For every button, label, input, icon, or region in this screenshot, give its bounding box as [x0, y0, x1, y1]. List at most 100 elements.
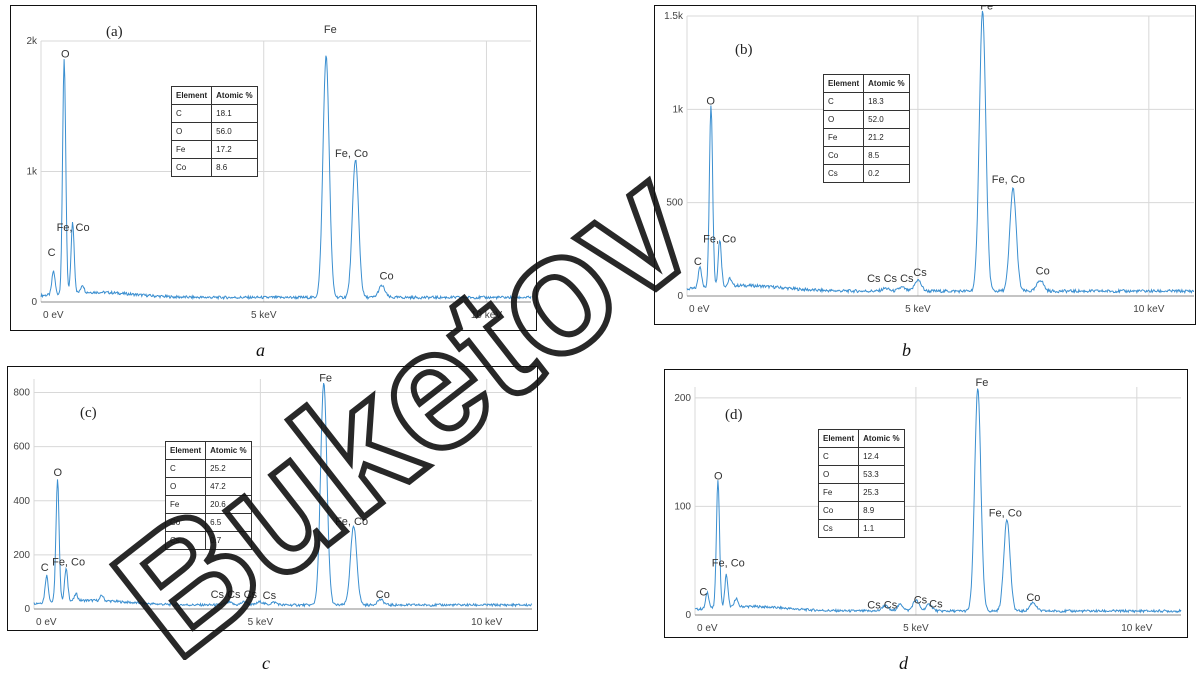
table-row: C 25.2	[164, 459, 252, 478]
table-cell: 8.6	[211, 158, 258, 177]
peak-label: Fe, Co	[703, 234, 736, 246]
peak-label: Cs	[914, 594, 928, 606]
peak-label: C	[41, 562, 49, 574]
peak-label: O	[61, 49, 70, 61]
table-cell: 53.3	[858, 465, 905, 484]
y-tick-label: 800	[13, 388, 30, 399]
composition-table: Element Atomic % C 18.3 O 52.0 Fe 21.2 Co 8.5 Cs 0.…	[822, 74, 910, 183]
y-tick-label: 0	[24, 604, 30, 615]
caption-a: a	[256, 340, 265, 360]
spectrum-svg-2: 0 200 400 600 800 0 eV 5 keV 10 keV C O Fe, Co Cs C…	[13, 372, 533, 628]
peak-label: Cs Cs	[867, 600, 897, 612]
peak-label: Cs Cs Cs	[211, 589, 258, 601]
table-row: C 12.4	[817, 447, 905, 466]
y-tick-label: 1k	[26, 167, 38, 178]
table-row: Cs 0.7	[164, 531, 252, 550]
peak-label: Fe	[976, 377, 989, 389]
x-tick-label: 10 keV	[471, 617, 502, 628]
peak-label: Fe	[319, 372, 332, 384]
composition-table: Element Atomic % C 18.1 O 56.0 Fe 17.2 Co 8.6	[170, 86, 258, 177]
spectrum-line	[686, 10, 1194, 295]
x-tick-label: 10 keV	[471, 310, 502, 321]
chart-panel-d: 0 100 200 0 eV 5 keV 10 keV C O Fe, Co Cs Cs Cs Cs F…	[664, 369, 1188, 638]
table-row: O 53.3	[817, 465, 905, 484]
table-cell: 6.5	[205, 513, 252, 532]
table-cell: Fe	[164, 495, 207, 514]
table-row: Fe 20.6	[164, 495, 252, 514]
y-tick-label: 0	[31, 297, 37, 308]
table-row: Cs 1.1	[817, 519, 905, 538]
table-header: Atomic %	[211, 86, 258, 105]
peak-label: O	[53, 467, 62, 479]
table-row: Co 8.6	[170, 158, 258, 177]
caption-b: b	[902, 340, 911, 360]
table-row: O 47.2	[164, 477, 252, 496]
table-cell: Co	[817, 501, 860, 520]
y-tick-label: 600	[13, 442, 30, 453]
peak-label: C	[48, 247, 56, 259]
caption-c: c	[262, 653, 270, 673]
table-cell: Fe	[822, 128, 865, 147]
table-cell: C	[822, 92, 865, 111]
peak-label: Cs Cs Cs	[867, 273, 914, 285]
table-header: Atomic %	[863, 74, 910, 93]
table-cell: 20.6	[205, 495, 252, 514]
table-header-row: Element Atomic %	[164, 441, 252, 460]
peak-label: Fe, Co	[712, 557, 745, 569]
table-row: Fe 17.2	[170, 140, 258, 159]
table-header-row: Element Atomic %	[170, 86, 258, 105]
table-row: C 18.1	[170, 104, 258, 123]
table-cell: 17.2	[211, 140, 258, 159]
peak-label: Cs	[263, 590, 277, 602]
y-tick-label: 100	[674, 501, 691, 512]
caption-d: d	[899, 653, 908, 673]
table-cell: Cs	[817, 519, 860, 538]
table-cell: 52.0	[863, 110, 910, 129]
y-tick-label: 200	[13, 550, 30, 561]
peak-label: Fe, Co	[335, 516, 368, 528]
table-row: Fe 25.3	[817, 483, 905, 502]
table-cell: 56.0	[211, 122, 258, 141]
table-row: Cs 0.2	[822, 164, 910, 183]
table-row: C 18.3	[822, 92, 910, 111]
y-tick-label: 500	[666, 198, 683, 209]
peak-label: Fe, Co	[57, 222, 90, 234]
x-tick-label: 5 keV	[248, 617, 274, 628]
x-tick-label: 10 keV	[1121, 623, 1152, 634]
table-cell: C	[164, 459, 207, 478]
table-row: Co 8.9	[817, 501, 905, 520]
table-row: Co 6.5	[164, 513, 252, 532]
peak-label: C	[694, 256, 702, 268]
table-header-row: Element Atomic %	[817, 429, 905, 448]
table-cell: 18.1	[211, 104, 258, 123]
panel-tag: (d)	[725, 407, 743, 423]
peak-label: Co	[376, 589, 390, 601]
chart-panel-a: 0 1k 2k 0 eV 5 keV 10 keV C O Fe, Co Fe Fe, Co Co (a…	[10, 5, 537, 331]
table-cell: C	[817, 447, 860, 466]
table-header: Element	[817, 429, 860, 448]
panel-tag: (c)	[80, 405, 97, 421]
chart-panel-c: 0 200 400 600 800 0 eV 5 keV 10 keV C O Fe, Co Cs C…	[7, 366, 538, 631]
peak-label: C	[699, 587, 707, 599]
peak-label: Fe	[324, 24, 337, 36]
table-cell: 18.3	[863, 92, 910, 111]
y-tick-label: 200	[674, 393, 691, 404]
composition-table: Element Atomic % C 25.2 O 47.2 Fe 20.6 Co 6.5 Cs 0.…	[164, 441, 252, 550]
peak-label: Fe, Co	[989, 507, 1022, 519]
table-cell: Co	[164, 513, 207, 532]
peak-label: Fe	[980, 6, 993, 12]
y-tick-label: 400	[13, 496, 30, 507]
table-row: Fe 21.2	[822, 128, 910, 147]
x-tick-label: 0 eV	[36, 617, 57, 628]
composition-table: Element Atomic % C 12.4 O 53.3 Fe 25.3 Co 8.9 Cs 1.…	[817, 429, 905, 538]
peak-label: Cs	[913, 267, 927, 279]
table-header: Element	[822, 74, 865, 93]
table-cell: 47.2	[205, 477, 252, 496]
peak-label: O	[706, 95, 715, 107]
chart-panel-b: 0 500 1k 1.5k 0 eV 5 keV 10 keV C O Fe, Co Cs Cs C…	[654, 5, 1196, 325]
table-cell: 8.9	[858, 501, 905, 520]
table-header: Element	[164, 441, 207, 460]
table-cell: 0.7	[205, 531, 252, 550]
